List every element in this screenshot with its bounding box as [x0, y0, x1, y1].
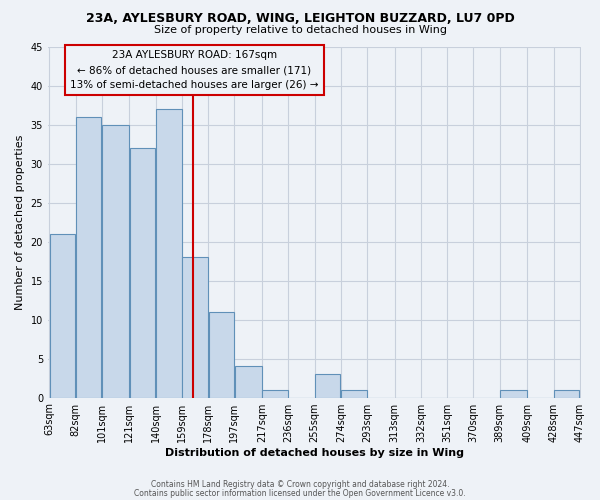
Bar	[341, 390, 367, 398]
Bar	[130, 148, 155, 398]
Bar	[262, 390, 288, 398]
Text: Size of property relative to detached houses in Wing: Size of property relative to detached ho…	[154, 25, 446, 35]
Bar	[102, 124, 129, 398]
Bar	[50, 234, 75, 398]
Bar	[182, 257, 208, 398]
Text: Contains public sector information licensed under the Open Government Licence v3: Contains public sector information licen…	[134, 488, 466, 498]
Bar	[76, 116, 101, 398]
Bar	[554, 390, 580, 398]
Text: 23A, AYLESBURY ROAD, WING, LEIGHTON BUZZARD, LU7 0PD: 23A, AYLESBURY ROAD, WING, LEIGHTON BUZZ…	[86, 12, 514, 26]
Bar	[235, 366, 262, 398]
Bar	[315, 374, 340, 398]
Text: 23A AYLESBURY ROAD: 167sqm
← 86% of detached houses are smaller (171)
13% of sem: 23A AYLESBURY ROAD: 167sqm ← 86% of deta…	[70, 50, 319, 90]
Bar	[156, 109, 182, 398]
Y-axis label: Number of detached properties: Number of detached properties	[15, 134, 25, 310]
Text: Contains HM Land Registry data © Crown copyright and database right 2024.: Contains HM Land Registry data © Crown c…	[151, 480, 449, 489]
Bar	[209, 312, 234, 398]
Bar	[500, 390, 527, 398]
X-axis label: Distribution of detached houses by size in Wing: Distribution of detached houses by size …	[165, 448, 464, 458]
